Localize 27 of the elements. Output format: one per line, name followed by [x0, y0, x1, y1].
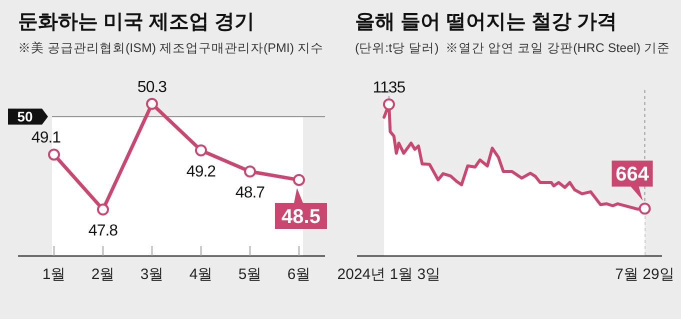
point [293, 174, 305, 186]
x-tick-label: 5월 [238, 266, 262, 283]
x-tick-label: 2월 [91, 266, 115, 283]
chart-subtitle: ※美 공급관리협회(ISM) 제조업구매관리자(PMI) 지수 [18, 40, 324, 55]
data-label: 47.8 [88, 222, 118, 240]
chart-title: 올해 들어 떨어지는 철강 가격 [355, 11, 618, 33]
x-tick-label: 1월 [42, 266, 66, 283]
point [244, 166, 256, 178]
data-label: 48.7 [235, 184, 266, 202]
data-label: 664 [616, 164, 650, 186]
point [195, 144, 207, 156]
chart-title: 둔화하는 미국 제조업 경기 [18, 11, 255, 33]
x-tick-label: 2024년 1월 3일 [337, 266, 441, 283]
data-label: 49.2 [186, 163, 216, 180]
x-tick-label: 7월 29일 [615, 266, 674, 283]
ref-line-label: 50 [17, 108, 33, 125]
data-label: 48.5 [282, 206, 320, 228]
data-label: 50.3 [137, 78, 168, 96]
x-tick-label: 4월 [189, 266, 213, 283]
chart-subtitle: (단위:t당 달러) ※열간 압연 코일 강판(HRC Steel) 기준 [355, 41, 670, 55]
x-tick-label: 3월 [140, 266, 164, 283]
data-label: 49.1 [31, 130, 62, 147]
point [97, 204, 109, 216]
x-tick-label: 6월 [287, 266, 311, 283]
point [48, 148, 60, 161]
point [146, 98, 158, 110]
data-label: 1135 [372, 79, 406, 96]
